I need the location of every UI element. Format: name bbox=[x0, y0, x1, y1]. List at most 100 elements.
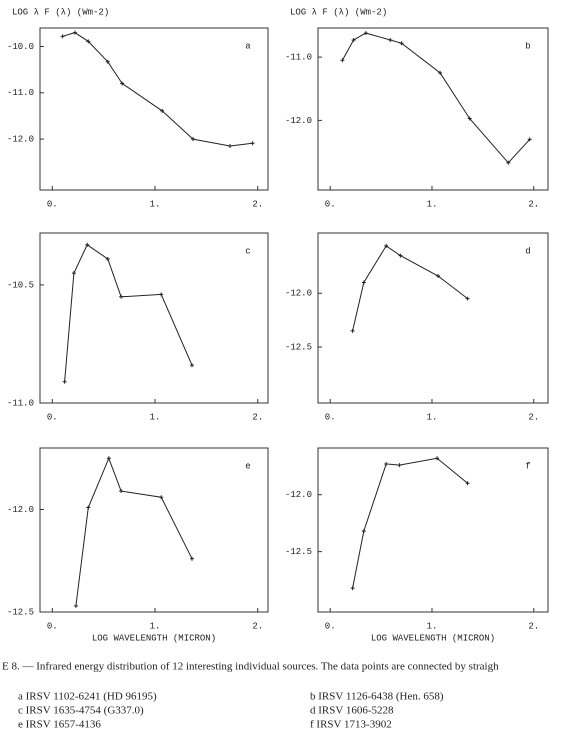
plot-frame bbox=[39, 447, 269, 613]
data-point bbox=[86, 505, 91, 510]
source: e IRSV 1657-4136 bbox=[18, 719, 101, 731]
panel-label: d bbox=[525, 246, 530, 256]
y-tick-label: -10.0 bbox=[7, 42, 34, 52]
x-tick-label: 1. bbox=[150, 412, 161, 422]
panel-label: b bbox=[525, 41, 530, 51]
data-point bbox=[159, 292, 164, 297]
y-tick-label: -12.0 bbox=[285, 289, 312, 299]
data-point bbox=[105, 59, 110, 64]
source: c IRSV 1635-4754 (G337.0) bbox=[18, 705, 144, 717]
data-point bbox=[384, 461, 389, 466]
data-point bbox=[62, 379, 67, 384]
plot-frame bbox=[317, 27, 549, 191]
x-tick-label: 2. bbox=[252, 199, 263, 209]
x-tick-label: 1. bbox=[150, 621, 161, 631]
y-axis-title: LOG λ F (λ) (Wm-2) bbox=[12, 7, 109, 17]
y-tick-label: -12.5 bbox=[285, 342, 312, 352]
x-tick-label: 0. bbox=[325, 412, 336, 422]
x-tick-label: 0. bbox=[47, 621, 58, 631]
data-point bbox=[190, 556, 194, 561]
data-line bbox=[75, 456, 193, 606]
data-point bbox=[397, 463, 402, 468]
data-point bbox=[506, 160, 511, 165]
data-line bbox=[341, 32, 531, 164]
data-point bbox=[388, 38, 393, 43]
caption: E 8. — Infrared energy distribution of 1… bbox=[2, 661, 499, 673]
y-tick-label: -12.0 bbox=[285, 116, 312, 126]
y-tick-label: -12.5 bbox=[285, 547, 312, 557]
data-point bbox=[72, 30, 77, 35]
plot-frame bbox=[39, 27, 269, 191]
data-point bbox=[361, 280, 366, 285]
data-point bbox=[159, 495, 164, 500]
source: a IRSV 1102-6241 (HD 96195) bbox=[18, 691, 157, 703]
panel-label: a bbox=[245, 41, 251, 51]
x-tick-label: 0. bbox=[325, 621, 336, 631]
data-point bbox=[438, 70, 443, 75]
data-point bbox=[465, 481, 470, 486]
data-point bbox=[340, 58, 345, 63]
data-point bbox=[191, 137, 196, 142]
data-point bbox=[436, 274, 441, 279]
x-tick-label: 2. bbox=[528, 621, 539, 631]
y-tick-label: -10.5 bbox=[7, 280, 34, 290]
y-tick-label: -11.0 bbox=[285, 52, 312, 62]
data-point bbox=[350, 586, 355, 591]
panel-label: c bbox=[245, 246, 250, 256]
data-point bbox=[398, 253, 403, 258]
data-point bbox=[361, 529, 366, 534]
data-point bbox=[384, 243, 389, 248]
data-point bbox=[71, 271, 76, 276]
x-tick-label: 1. bbox=[427, 412, 438, 422]
data-point bbox=[120, 81, 125, 86]
data-point bbox=[465, 296, 470, 301]
data-point bbox=[160, 108, 165, 113]
x-tick-label: 1. bbox=[427, 621, 438, 631]
data-point bbox=[350, 328, 355, 333]
data-point bbox=[351, 38, 356, 43]
y-tick-label: -12.5 bbox=[7, 607, 34, 617]
x-tick-label: 2. bbox=[252, 412, 263, 422]
data-point bbox=[399, 41, 404, 46]
y-tick-label: -12.0 bbox=[7, 134, 34, 144]
data-point bbox=[435, 456, 440, 461]
data-point bbox=[119, 489, 124, 494]
data-line bbox=[62, 32, 253, 147]
data-line bbox=[352, 457, 468, 589]
data-point bbox=[105, 256, 110, 261]
data-line bbox=[352, 245, 468, 332]
source: f IRSV 1713-3902 bbox=[310, 719, 392, 731]
panel-label: e bbox=[245, 461, 250, 471]
x-tick-label: 2. bbox=[252, 621, 263, 631]
source: d IRSV 1606-5228 bbox=[310, 705, 394, 717]
y-tick-label: -11.0 bbox=[7, 88, 34, 98]
y-tick-label: -12.0 bbox=[7, 505, 34, 515]
y-tick-label: -12.0 bbox=[285, 490, 312, 500]
panel-label: f bbox=[525, 461, 530, 471]
data-point bbox=[106, 456, 111, 461]
x-tick-label: 0. bbox=[47, 199, 58, 209]
data-point bbox=[86, 39, 91, 44]
data-point bbox=[190, 363, 194, 368]
data-point bbox=[250, 141, 255, 146]
data-point bbox=[228, 144, 232, 149]
y-tick-label: -11.0 bbox=[7, 398, 34, 408]
data-point bbox=[85, 242, 90, 247]
x-tick-label: 0. bbox=[325, 199, 336, 209]
data-line bbox=[64, 244, 193, 382]
y-axis-title: LOG λ F (λ) (Wm-2) bbox=[290, 7, 387, 17]
data-point bbox=[119, 294, 124, 299]
x-tick-label: 0. bbox=[47, 412, 58, 422]
data-point bbox=[73, 603, 78, 608]
x-axis-title: LOG WAVELENGTH (MICRON) bbox=[92, 633, 216, 643]
source: b IRSV 1126-6438 (Hen. 658) bbox=[310, 691, 444, 703]
plot-frame bbox=[39, 232, 269, 404]
data-point bbox=[467, 116, 472, 121]
x-tick-label: 1. bbox=[427, 199, 438, 209]
data-point bbox=[363, 31, 368, 36]
x-tick-label: 2. bbox=[528, 412, 539, 422]
data-point bbox=[60, 34, 65, 39]
plot-frame bbox=[317, 447, 549, 613]
